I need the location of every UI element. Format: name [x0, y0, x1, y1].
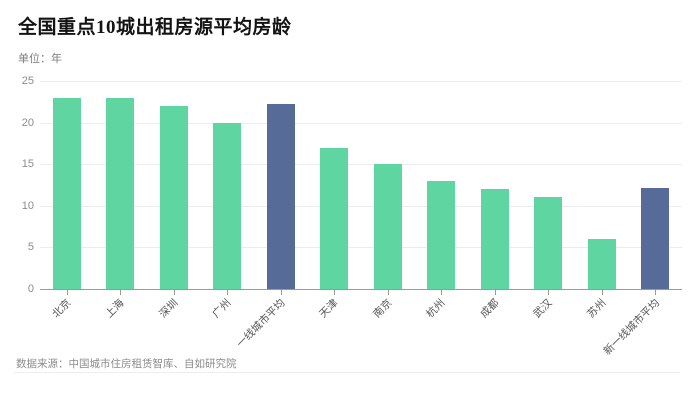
gridline: [40, 164, 682, 166]
bar: [159, 105, 188, 289]
x-tick-mark: [173, 290, 175, 295]
x-tick-label: 北京: [49, 297, 74, 321]
x-tick-mark: [441, 290, 443, 295]
x-tick-mark: [120, 290, 122, 295]
bar-chart: 0 5 10 15 20 25 北京 上海 深圳 广州 一线城市平均 天津 南京 杭州 成都 武汉 苏州 新一线…: [21, 75, 682, 357]
bar: [320, 147, 349, 289]
x-tick-mark: [548, 290, 550, 295]
x-tick-label: 上海: [103, 297, 127, 321]
x-tick-label: 武汉: [531, 297, 555, 321]
x-tick-mark: [494, 290, 496, 295]
x-tick-label: 一线城市平均: [234, 297, 288, 351]
x-tick-label: 苏州: [584, 297, 609, 321]
plot-area: [40, 81, 682, 289]
footer-divider: [14, 372, 680, 373]
bar: [266, 104, 295, 289]
bar: [427, 180, 456, 289]
x-axis-line: [40, 289, 682, 290]
gridline: [40, 81, 682, 82]
x-tick-label: 深圳: [156, 297, 181, 321]
y-tick-label: 5: [27, 241, 34, 254]
data-source: 数据来源：中国城市住房租赁智库、自如研究院: [16, 358, 237, 370]
x-tick-label: 南京: [370, 297, 395, 321]
bar: [373, 164, 402, 289]
unit-label: 单位：年: [18, 53, 62, 65]
bar: [480, 189, 509, 289]
x-tick-label: 成都: [477, 297, 502, 321]
x-tick-mark: [280, 290, 282, 295]
x-tick-mark: [655, 290, 657, 295]
x-tick-label: 天津: [317, 297, 341, 321]
y-tick-label: 10: [21, 199, 34, 212]
gridline: [40, 205, 682, 207]
page-title: 全国重点10城出租房源平均房龄: [18, 17, 292, 38]
bar: [213, 122, 242, 289]
y-tick-label: 20: [21, 116, 34, 129]
x-tick-mark: [334, 290, 336, 295]
y-tick-label: 0: [27, 283, 34, 295]
bar: [52, 97, 81, 289]
x-tick-mark: [227, 290, 229, 295]
gridline: [40, 247, 682, 249]
x-tick-label: 杭州: [424, 297, 448, 321]
x-tick-mark: [387, 290, 389, 295]
x-tick-label: 广州: [210, 297, 234, 321]
x-tick-mark: [601, 290, 603, 295]
y-tick-label: 15: [21, 158, 34, 171]
x-tick-mark: [66, 290, 68, 295]
bar: [641, 187, 670, 289]
gridline: [40, 122, 682, 124]
bar: [106, 97, 135, 289]
y-tick-label: 25: [21, 75, 34, 87]
x-tick-label: 新一线城市平均: [601, 297, 662, 358]
bar: [534, 197, 563, 289]
bar: [587, 239, 616, 289]
